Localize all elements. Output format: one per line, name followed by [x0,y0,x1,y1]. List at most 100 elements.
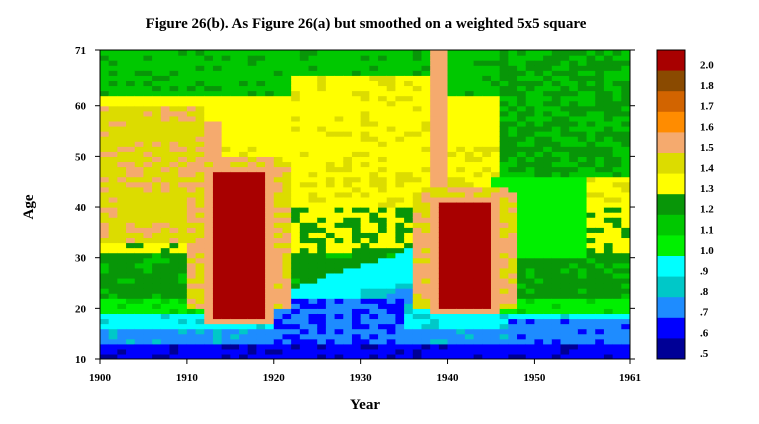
heatmap-cell [247,293,257,299]
heatmap-cell [525,227,536,233]
heatmap-cell [108,156,118,163]
heatmap-cell [108,131,118,137]
heatmap-cell [490,277,501,284]
heatmap-cell [378,242,388,249]
heatmap-cell [291,166,301,173]
heatmap-cell [603,156,614,163]
heatmap-cell [325,283,336,289]
heatmap-cell [317,293,327,299]
heatmap-cell [490,166,501,173]
heatmap-cell [438,247,449,254]
heatmap-cell [282,201,292,208]
heatmap-cell [247,303,257,309]
heatmap-cell [525,65,536,71]
heatmap-cell [430,75,440,81]
heatmap-cell [360,141,370,147]
heatmap-cell [265,252,275,259]
heatmap-cell [351,313,362,320]
heatmap-cell [560,207,570,213]
heatmap-cell [178,201,188,208]
heatmap-cell [482,348,492,355]
heatmap-cell [308,343,318,350]
heatmap-cell [508,55,518,61]
heatmap-cell [273,277,284,284]
heatmap-cell [186,222,197,228]
heatmap-cell [230,338,240,345]
heatmap-cell [126,222,136,228]
heatmap-cell [108,277,118,284]
heatmap-cell [430,262,440,269]
heatmap-cell [178,328,188,335]
heatmap-cell [247,146,257,152]
heatmap-cell [334,100,344,107]
heatmap-cell [517,151,527,157]
heatmap-cell [334,181,344,188]
heatmap-cell [204,156,214,163]
heatmap-cell [308,90,318,97]
heatmap-cell [560,136,570,142]
heatmap-cell [612,186,622,193]
heatmap-cell [456,105,466,112]
legend-label: 1.8 [700,80,714,92]
heatmap-cell [117,222,127,228]
heatmap-cell [212,70,223,76]
heatmap-cell [569,191,579,198]
heatmap-cell [291,100,301,107]
heatmap-cell [351,308,362,315]
heatmap-cell [152,262,162,269]
heatmap-cell [325,272,336,279]
heatmap-cell [169,237,179,244]
heatmap-cell [378,100,388,107]
heatmap-cell [230,60,240,66]
heatmap-cell [204,151,214,157]
heatmap-cell [230,242,240,249]
heatmap-cell [569,308,579,315]
heatmap-cell [282,318,292,325]
heatmap-cell [360,196,370,203]
heatmap-cell [360,353,370,359]
heatmap-cell [239,242,249,249]
heatmap-cell [482,166,492,173]
heatmap-cell [569,227,579,233]
heatmap-cell [438,217,449,223]
heatmap-cell [308,247,318,254]
heatmap-cell [595,277,605,284]
heatmap-cell [404,348,414,355]
heatmap-cell [221,186,231,193]
heatmap-cell [421,115,431,122]
heatmap-cell [143,95,153,102]
heatmap-cell [490,247,501,254]
heatmap-cell [499,242,509,249]
heatmap-cell [447,267,457,274]
heatmap-cell [256,232,266,239]
heatmap-cell [421,136,431,142]
heatmap-cell [221,151,231,157]
heatmap-cell [543,308,553,315]
heatmap-cell [291,222,301,228]
heatmap-cell [143,156,153,163]
heatmap-cell [221,156,231,163]
heatmap-cell [221,90,231,97]
y-tick-label: 20 [75,303,87,315]
heatmap-cell [551,313,562,320]
heatmap-cell [291,267,301,274]
heatmap-cell [621,95,630,102]
heatmap-cell [230,176,240,183]
heatmap-cell [273,50,284,56]
heatmap-cell [239,212,249,218]
heatmap-cell [169,308,179,315]
heatmap-cell [239,171,249,178]
heatmap-cell [308,323,318,330]
heatmap-cell [404,201,414,208]
heatmap-cell [204,50,214,56]
heatmap-cell [230,247,240,254]
heatmap-cell [430,141,440,147]
heatmap-cell [595,313,605,320]
heatmap-cell [456,328,466,335]
heatmap-cell [577,186,588,193]
heatmap-cell [534,156,544,163]
heatmap-cell [212,252,223,259]
heatmap-cell [569,120,579,127]
heatmap-cell [334,348,344,355]
heatmap-cell [325,146,336,152]
